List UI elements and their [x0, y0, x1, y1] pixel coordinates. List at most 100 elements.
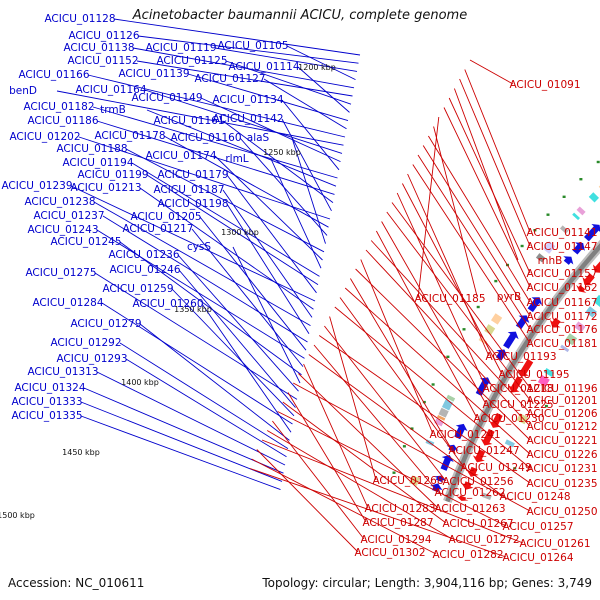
gene-label-reverse: ACICU_01141	[526, 227, 597, 239]
leader-line	[83, 387, 284, 474]
gene-label-forward: ACICU_01186	[27, 115, 98, 127]
gene-arrow	[489, 412, 503, 428]
gene-label-forward: ACICU_01275	[25, 267, 96, 279]
leader-line	[459, 78, 531, 247]
marker-dot	[446, 355, 450, 358]
gene-label-reverse: ACICU_01283	[364, 503, 435, 515]
gene-label-forward: ACICU_01152	[67, 55, 138, 67]
gene-label-reverse: ACICU_01294	[360, 534, 431, 546]
gene-tracks	[392, 160, 600, 501]
leader-line	[131, 162, 320, 277]
leader-line	[402, 183, 503, 375]
feature-block	[446, 394, 456, 402]
leader-line	[469, 59, 514, 85]
gene-arrow	[517, 358, 534, 377]
kbp-label: 1500 kbp	[0, 511, 35, 520]
gene-arrow	[549, 317, 561, 328]
gene-label-reverse: ACICU_01196	[526, 383, 597, 395]
gene-label-forward: ACICU_01164	[75, 84, 146, 96]
accession-text: Accession: NC_010611	[8, 576, 145, 590]
marker-dot	[520, 244, 524, 248]
leader-line	[433, 126, 478, 297]
gene-label-forward: ACICU_01324	[14, 382, 85, 394]
gene-label-reverse: ACICU_01250	[526, 506, 597, 518]
gene-label-forward: ACICU_01160	[170, 132, 241, 144]
gene-label-forward: ACICU_01292	[50, 337, 121, 349]
gene-label-reverse: ACICU_01167	[526, 297, 597, 309]
gene-label-forward: ACICU_01284	[32, 297, 103, 309]
gene-label-reverse: ACICU_01272	[448, 534, 519, 546]
gene-arrow	[592, 261, 600, 273]
gene-label-reverse: ACICU_01235	[526, 478, 597, 490]
leader-line	[80, 401, 283, 482]
gene-label-forward: ACICU_01333	[11, 396, 82, 408]
gene-arrow	[572, 242, 585, 255]
map-title: Acinetobacter baumannii ACICU, complete …	[132, 8, 468, 23]
leader-line	[334, 306, 531, 469]
gene-arrow	[454, 423, 468, 440]
feature-block	[588, 192, 600, 203]
gene-label-reverse: ACICU_01249	[460, 462, 531, 474]
leader-line	[214, 47, 358, 72]
feature-block	[585, 306, 597, 318]
gene-label-forward: ACICU_01149	[131, 92, 202, 104]
marker-dot	[410, 427, 414, 430]
gene-label-forward: rlmL	[225, 153, 248, 165]
leader-line	[225, 60, 352, 105]
gene-label-reverse: ACICU_01225	[482, 399, 553, 411]
gene-label-forward: ACICU_01198	[157, 198, 228, 210]
feature-block	[535, 253, 546, 263]
feature-block	[559, 225, 569, 234]
leader-line	[355, 268, 531, 441]
leader-line	[261, 439, 524, 544]
leader-line	[251, 458, 437, 555]
marker-dot	[544, 404, 548, 408]
gene-label-forward: ACICU_01213	[70, 182, 141, 194]
leader-line	[443, 107, 531, 288]
gene-label-forward: ACICU_01199	[77, 169, 148, 181]
leader-line	[286, 45, 356, 81]
gene-label-forward: ACICU_01237	[33, 210, 104, 222]
gene-arrow	[582, 273, 595, 286]
gene-arrow	[480, 428, 495, 446]
feature-block	[484, 324, 496, 336]
forward-gene-track	[430, 224, 600, 493]
gene-label-forward: ACICU_01188	[56, 143, 127, 155]
gene-label-forward: ACICU_01194	[62, 157, 133, 169]
leader-line	[144, 89, 343, 154]
feature-block	[436, 414, 446, 421]
leader-line	[318, 335, 531, 484]
leader-line	[350, 278, 453, 451]
leader-line	[137, 35, 359, 64]
gene-label-reverse: ACICU_01262	[434, 487, 505, 499]
gene-label-reverse: ACICU_01263	[434, 503, 505, 515]
gene-arrow	[456, 495, 469, 501]
leader-line	[102, 215, 308, 343]
gene-label-forward: ACICU_01239	[1, 180, 72, 192]
gene-label-forward: ACICU_01243	[27, 224, 98, 236]
gene-label-reverse: ACICU_01302	[354, 547, 425, 559]
leader-line	[272, 420, 365, 540]
feature-block	[434, 418, 444, 427]
gene-label-forward: ACICU_01128	[44, 13, 115, 25]
gene-label-reverse: ACICU_01226	[526, 449, 597, 461]
leader-line	[287, 392, 367, 523]
gene-label-reverse: ACICU_01256	[442, 476, 513, 488]
gene-arrow	[440, 455, 454, 471]
leader-line	[132, 47, 355, 89]
leader-line	[56, 90, 344, 146]
leader-line	[381, 221, 487, 405]
leader-line	[376, 230, 478, 419]
leader-line	[187, 73, 349, 122]
leader-line	[232, 246, 301, 384]
marker-dot	[392, 471, 396, 474]
gene-label-reverse: ACICU_01247	[448, 445, 519, 457]
backbone-ring	[445, 243, 600, 503]
leader-line	[365, 249, 531, 427]
feature-block	[504, 439, 515, 448]
genome-backbone	[443, 239, 600, 504]
feature-block	[574, 321, 586, 333]
gene-label-reverse: ACICU_01241	[429, 429, 500, 441]
